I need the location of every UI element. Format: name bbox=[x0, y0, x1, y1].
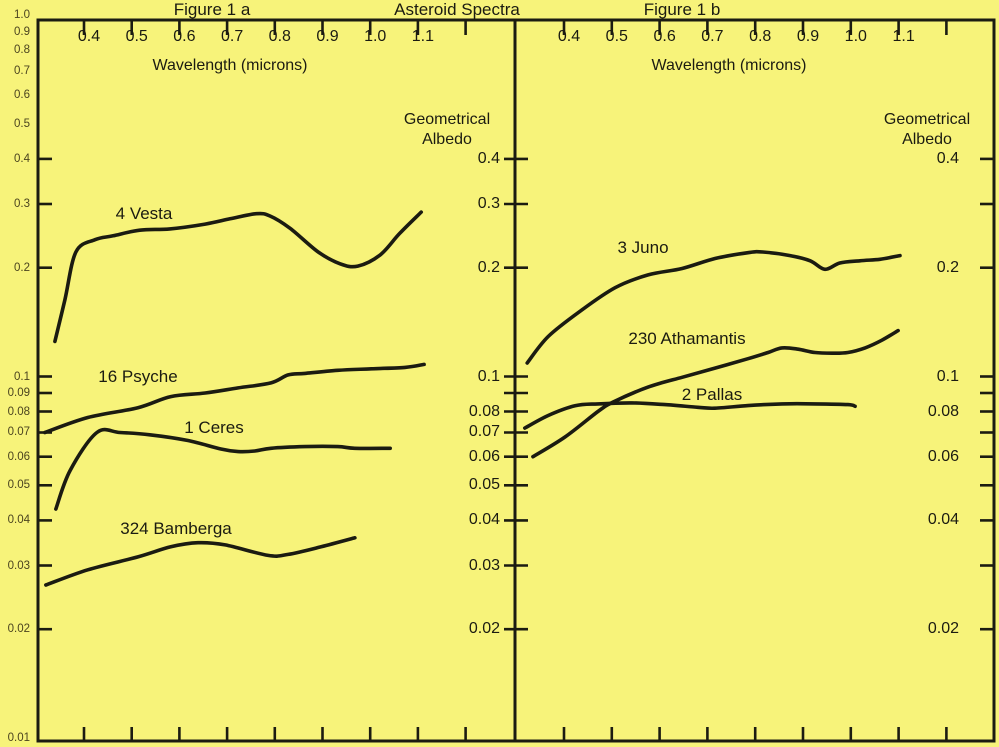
y-axis-label-left: 0.3 bbox=[14, 198, 30, 211]
curve-324-bamberga bbox=[44, 536, 357, 587]
x-tick-label-b: 0.5 bbox=[605, 28, 628, 45]
x-tick-label-a: 0.7 bbox=[220, 28, 244, 45]
curve-3-juno bbox=[525, 249, 902, 365]
y-axis-title-line-1: Geometrical bbox=[883, 111, 971, 128]
y-axis-label-left: 0.03 bbox=[7, 559, 30, 572]
figure-main-title: Asteroid Spectra bbox=[394, 0, 520, 19]
series-label-3-juno: 3 Juno bbox=[617, 238, 669, 257]
x-tick-label-a: 1.1 bbox=[411, 28, 435, 45]
y-axis-label-middle: 0.05 bbox=[468, 476, 500, 494]
x-tick-label-b: 0.6 bbox=[653, 28, 676, 45]
y-axis-label-right: 0.1 bbox=[936, 367, 959, 385]
y-axis-label-right: 0.4 bbox=[936, 149, 959, 167]
y-axis-label-left: 1.0 bbox=[14, 9, 30, 21]
x-tick-label-b: 0.9 bbox=[796, 28, 820, 45]
panel-a-title: Figure 1 a bbox=[173, 0, 251, 19]
y-axis-label-middle: 0.1 bbox=[477, 367, 500, 385]
x-tick-label-b: 0.7 bbox=[701, 28, 724, 45]
y-axis-label-left: 0.8 bbox=[14, 44, 30, 57]
y-axis-label-left: 0.08 bbox=[7, 405, 30, 418]
x-tick-label-b: 0.8 bbox=[749, 28, 772, 45]
x-tick-label-a: 0.6 bbox=[173, 28, 196, 45]
spectra-curves bbox=[43, 210, 902, 587]
series-label-230-athamantis: 230 Athamantis bbox=[628, 329, 746, 348]
x-tick-label-b: 1.0 bbox=[844, 28, 867, 45]
y-axis-label-right: 0.2 bbox=[936, 258, 959, 276]
y-axis-label-left: 0.4 bbox=[14, 152, 30, 165]
y-axis-label-middle: 0.2 bbox=[477, 258, 500, 276]
x-tick-label-a: 1.0 bbox=[364, 28, 387, 45]
y-axis-label-middle: 0.08 bbox=[468, 402, 500, 420]
y-axis-label-middle: 0.06 bbox=[468, 447, 500, 465]
panel-b-y-axis-title: Geometrical Albedo bbox=[884, 110, 970, 150]
y-axis-label-left: 0.02 bbox=[7, 623, 30, 636]
curve-4-vesta bbox=[53, 210, 423, 344]
y-axis-label-left: 0.2 bbox=[14, 261, 30, 274]
y-axis-label-middle: 0.04 bbox=[468, 511, 500, 529]
panel-b-x-axis-title: Wavelength (microns) bbox=[651, 57, 807, 74]
y-axis-label-left: 0.6 bbox=[14, 89, 30, 102]
y-axis-label-left: 0.7 bbox=[14, 64, 30, 77]
y-axis-label-middle: 0.02 bbox=[468, 620, 500, 638]
y-axis-title-line-1: Geometrical bbox=[403, 111, 491, 128]
y-axis-title-line-2: Albedo bbox=[902, 131, 952, 148]
curve-1-ceres bbox=[54, 427, 392, 511]
y-axis-label-right: 0.04 bbox=[927, 511, 959, 529]
y-axis-label-middle: 0.4 bbox=[477, 149, 500, 167]
y-axis-label-left: 0.1 bbox=[14, 370, 30, 383]
y-axis-label-left: 0.07 bbox=[7, 426, 30, 439]
y-axis-title-line-2: Albedo bbox=[422, 131, 472, 148]
x-tick-label-a: 0.8 bbox=[268, 28, 291, 45]
y-axis-label-left: 0.09 bbox=[7, 387, 30, 400]
x-tick-label-b: 1.1 bbox=[892, 28, 915, 45]
series-label-1-ceres: 1 Ceres bbox=[184, 418, 244, 437]
y-axis-label-right: 0.02 bbox=[927, 620, 959, 638]
x-tick-label-a: 0.4 bbox=[77, 28, 101, 45]
y-axis-label-left: 0.9 bbox=[14, 25, 30, 38]
y-axis-label-left: 0.06 bbox=[7, 450, 30, 463]
panel-a-x-axis-title: Wavelength (microns) bbox=[152, 57, 308, 74]
series-label-324-bamberga: 324 Bamberga bbox=[120, 519, 232, 538]
y-axis-label-right: 0.06 bbox=[927, 447, 959, 465]
x-tick-label-a: 0.5 bbox=[125, 28, 148, 45]
y-axis-label-middle: 0.07 bbox=[468, 423, 500, 441]
x-tick-label-a: 0.9 bbox=[316, 28, 339, 45]
plot-frame bbox=[36, 18, 996, 743]
curve-2-pallas bbox=[523, 401, 857, 430]
y-axis-label-right: 0.08 bbox=[927, 402, 959, 420]
y-axis-label-middle: 0.03 bbox=[468, 556, 500, 574]
axis-ticks bbox=[39, 21, 993, 740]
panel-b-title: Figure 1 b bbox=[643, 0, 721, 19]
x-tick-label-b: 0.4 bbox=[557, 28, 581, 45]
y-axis-label-left: 0.01 bbox=[7, 732, 30, 744]
series-label-2-pallas: 2 Pallas bbox=[681, 385, 743, 404]
y-axis-label-left: 0.04 bbox=[7, 514, 30, 527]
curve-16-psyche bbox=[43, 362, 426, 435]
series-label-4-vesta: 4 Vesta bbox=[115, 204, 173, 223]
panel-a-y-axis-title: Geometrical Albedo bbox=[404, 110, 490, 150]
y-axis-label-left: 0.05 bbox=[7, 479, 30, 492]
y-axis-label-left: 0.5 bbox=[14, 117, 30, 130]
y-axis-label-middle: 0.3 bbox=[477, 195, 500, 213]
series-label-16-psyche: 16 Psyche bbox=[98, 367, 178, 386]
